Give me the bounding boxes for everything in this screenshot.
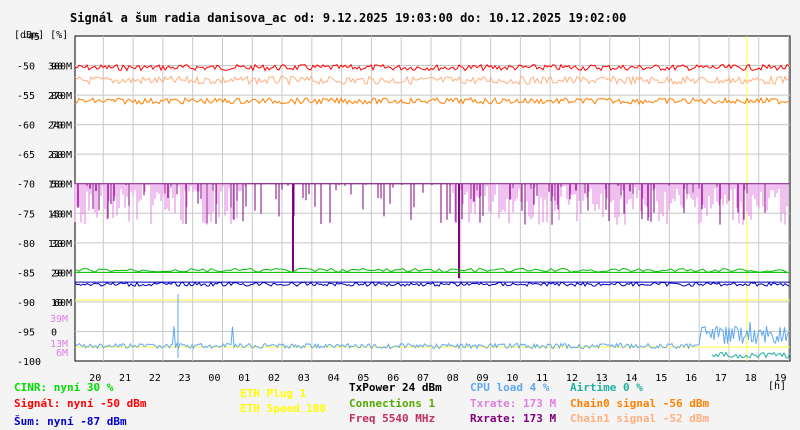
tick-label-x: 00: [208, 373, 220, 384]
tick-label-dbm: -90: [17, 298, 35, 309]
series-cinr-noise: [74, 267, 788, 273]
chart-title: Signál a šum radia danisova_ac od: 9.12.…: [70, 11, 627, 25]
legend-txpower: TxPower 24 dBm: [349, 381, 442, 394]
tick-label-dbm: -70: [17, 180, 35, 191]
tick-label-dbm: -80: [17, 239, 35, 250]
tick-label-rate: 240M: [48, 121, 72, 132]
tick-label-dbm: -60: [17, 121, 35, 132]
series-noise-band: [74, 281, 790, 287]
tick-label-x: 01: [238, 373, 250, 384]
tick-label-x: 15: [655, 373, 667, 384]
legend-signal: Signál: nyní -50 dBm: [14, 397, 147, 410]
tick-label-x: 09: [477, 373, 489, 384]
tick-label-x: 17: [715, 373, 727, 384]
tick-label-dbm: -55: [17, 91, 35, 102]
tick-label-percent: 70: [51, 121, 63, 132]
tick-label-rate: 300M: [48, 62, 72, 73]
legend-airtime: Airtime 0 %: [570, 381, 643, 394]
legend-eth-speed: ETH Speed 100: [240, 402, 327, 415]
tick-label-x: 10: [506, 373, 518, 384]
tick-label-x: 13: [596, 373, 608, 384]
series-airtime-line: [711, 351, 791, 359]
legend-freq: Freq 5540 MHz: [349, 412, 436, 425]
tick-label-percent: 80: [51, 91, 63, 102]
legend-rxrate: Rxrate: 173 M: [470, 412, 557, 425]
x-axis-unit: [h]: [768, 381, 786, 392]
tick-label-percent: 60: [51, 150, 63, 161]
legend-eth-plug: ETH Plug 1: [240, 387, 307, 400]
legend-cpu-load: CPU load 4 %: [470, 381, 550, 394]
legend-connections: Connections 1: [349, 397, 436, 410]
tick-label-dbm: -100: [17, 357, 41, 368]
tick-label-x: 07: [417, 373, 429, 384]
tick-label-percent: 0: [51, 327, 57, 338]
tick-label-dbm: -95: [17, 327, 35, 338]
tick-label-percent: 50: [51, 180, 63, 191]
legend-txrate: Txrate: 173 M: [470, 397, 557, 410]
tick-label-x: 04: [328, 373, 340, 384]
tick-label-rate: 90M: [54, 268, 72, 279]
series-signal-line: [74, 63, 790, 72]
tick-label-dbm: -65: [17, 150, 35, 161]
tick-label-x: 05: [357, 373, 369, 384]
tick-label-x: 19: [774, 373, 786, 384]
tick-label-dbm: -45: [22, 32, 40, 43]
tick-label-x: 03: [298, 373, 310, 384]
tick-label-percent: 40: [51, 209, 63, 220]
tick-label-dbm: -85: [17, 268, 35, 279]
tick-label-x: 22: [149, 373, 161, 384]
tick-label-dbm: -50: [17, 62, 35, 73]
tick-label-x: 08: [447, 373, 459, 384]
tick-label-x: 14: [626, 373, 638, 384]
legend-cinr: CINR: nyní 30 %: [14, 381, 114, 394]
tick-label-rate: 150M: [48, 209, 72, 220]
tick-label-x: 16: [685, 373, 697, 384]
tick-label-x: 02: [268, 373, 280, 384]
tick-label-x: 23: [179, 373, 191, 384]
tick-label-rate-small: 39M: [50, 314, 68, 325]
series-txrate-bars: [74, 183, 790, 225]
tick-label-x: 12: [566, 373, 578, 384]
tick-label-percent: 30: [51, 239, 63, 250]
tick-label-rate: 210M: [48, 150, 72, 161]
legend-chain0: Chain0 signal -56 dBm: [570, 397, 710, 410]
series-chain0-line: [74, 96, 790, 106]
tick-label-x: 20: [89, 373, 101, 384]
tick-label-rate: 60M: [54, 298, 72, 309]
tick-label-percent: 90: [51, 62, 63, 73]
tick-label-rate: 180M: [48, 180, 72, 191]
tick-label-rate: 120M: [48, 239, 72, 250]
tick-label-dbm: -75: [17, 209, 35, 220]
legend-noise: Šum: nyní -87 dBm: [14, 415, 127, 428]
tick-label-percent: 20: [51, 268, 63, 279]
series-rxrate-bars: [77, 183, 766, 225]
tick-label-rate-small: 6M: [56, 348, 68, 359]
series-cpu-line: [74, 321, 790, 350]
tick-label-x: 18: [745, 373, 757, 384]
y-axis-units: [dBm] [%]: [14, 30, 69, 41]
tick-label-x: 21: [119, 373, 131, 384]
tick-label-x: 06: [387, 373, 399, 384]
series-chain1-line: [74, 74, 790, 87]
tick-label-percent: 10: [51, 298, 63, 309]
legend-chain1: Chain1 signal -52 dBm: [570, 412, 710, 425]
tick-label-x: 11: [536, 373, 548, 384]
tick-label-rate: 270M: [48, 91, 72, 102]
tick-label-rate-small: 13M: [50, 339, 68, 350]
